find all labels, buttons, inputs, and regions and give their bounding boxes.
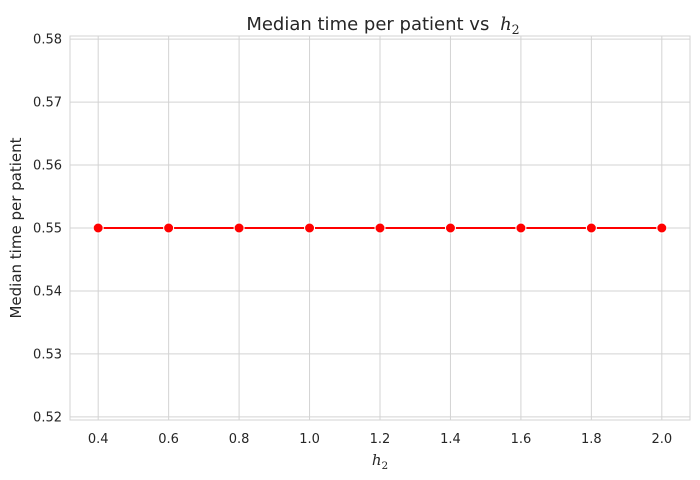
x-axis-label-symbol: h (372, 451, 382, 469)
x-tick-label: 0.6 (158, 432, 179, 447)
x-tick-label: 0.8 (229, 432, 250, 447)
x-axis-label-subscript: 2 (381, 460, 388, 472)
x-tick-label: 1.6 (511, 432, 532, 447)
data-point (92, 222, 104, 234)
y-axis-label: Median time per patient (7, 137, 25, 318)
y-tick-label: 0.56 (33, 159, 62, 174)
x-tick-label: 1.0 (299, 432, 320, 447)
data-point (163, 222, 175, 234)
x-tick-label: 1.8 (581, 432, 602, 447)
x-tick-label: 1.4 (440, 432, 461, 447)
y-tick-label: 0.52 (33, 410, 62, 425)
y-tick-label: 0.54 (33, 284, 62, 299)
data-point (233, 222, 245, 234)
x-tick-label: 2.0 (651, 432, 672, 447)
chart-title: Median time per patient vs h2 (246, 14, 519, 37)
data-point (374, 222, 386, 234)
x-tick-label: 1.2 (370, 432, 391, 447)
y-tick-label: 0.58 (33, 33, 62, 48)
y-tick-label: 0.57 (33, 96, 62, 111)
x-axis-label: h2 (372, 451, 388, 472)
data-point (585, 222, 597, 234)
series-group (92, 222, 668, 234)
x-axis-ticks: 0.4 0.6 0.8 1.0 1.2 1.4 1.6 1.8 2.0 (88, 432, 672, 447)
chart-title-symbol: h (500, 14, 512, 35)
data-point (515, 222, 527, 234)
data-point (304, 222, 316, 234)
data-point (444, 222, 456, 234)
x-tick-label: 0.4 (88, 432, 109, 447)
y-tick-label: 0.55 (33, 222, 62, 237)
y-tick-label: 0.53 (33, 347, 62, 362)
chart-title-subscript: 2 (512, 22, 520, 37)
chart-title-text: Median time per patient vs (246, 14, 489, 35)
data-point (656, 222, 668, 234)
y-axis-ticks: 0.52 0.53 0.54 0.55 0.56 0.57 0.58 (33, 33, 62, 426)
